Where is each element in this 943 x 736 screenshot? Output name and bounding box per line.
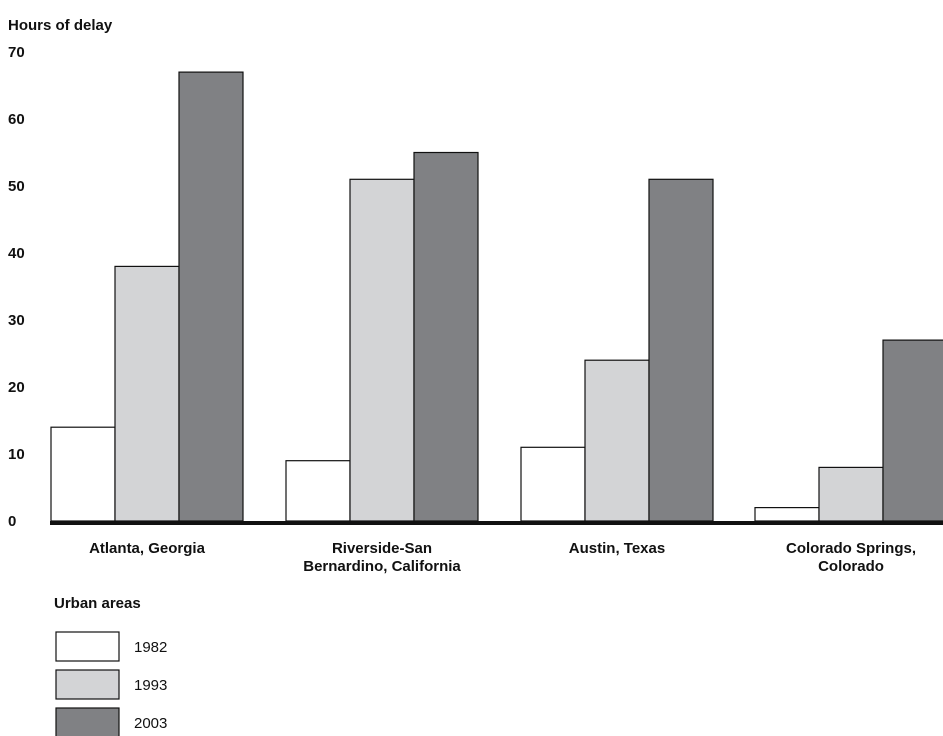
legend: 1982 1993 2003 xyxy=(55,631,167,736)
y-tick-label: 40 xyxy=(8,245,25,262)
bar-1993-0 xyxy=(114,265,180,522)
bar-1982-2 xyxy=(520,446,586,522)
category-label: Austin, Texas xyxy=(569,540,665,557)
y-tick-label: 30 xyxy=(8,312,25,329)
bar-1982-0 xyxy=(50,426,116,522)
x-axis-title: Urban areas xyxy=(54,595,141,612)
legend-swatch-2003 xyxy=(55,707,120,736)
bar-2003-0 xyxy=(178,71,244,522)
y-tick-label: 70 xyxy=(8,44,25,61)
bar-2003-3 xyxy=(882,339,943,522)
y-tick-label: 20 xyxy=(8,379,25,396)
y-axis-ticks: 0 10 20 30 40 50 60 70 xyxy=(8,44,25,530)
y-tick-label: 50 xyxy=(8,178,25,195)
category-label: Atlanta, Georgia xyxy=(89,540,206,557)
bar-2003-1 xyxy=(413,151,479,522)
legend-swatch-1993 xyxy=(55,669,120,700)
y-axis-title: Hours of delay xyxy=(8,17,113,34)
legend-label-1993: 1993 xyxy=(134,677,167,694)
category-label: Colorado Springs, Colorado xyxy=(786,540,916,575)
legend-swatch-1982 xyxy=(55,631,120,662)
bar-1982-1 xyxy=(285,460,351,522)
y-tick-label: 60 xyxy=(8,111,25,128)
legend-label-2003: 2003 xyxy=(134,715,167,732)
bar-2003-2 xyxy=(648,178,714,522)
category-label: Riverside-San Bernardino, California xyxy=(303,540,461,575)
bar-1993-1 xyxy=(349,178,415,522)
category-labels: Atlanta, Georgia Riverside-San Bernardino,… xyxy=(89,540,916,575)
y-tick-label: 10 xyxy=(8,446,25,463)
bar-1993-3 xyxy=(818,466,884,522)
bar-1993-2 xyxy=(584,359,650,522)
bar-1982-3 xyxy=(754,507,820,522)
legend-label-1982: 1982 xyxy=(134,639,167,656)
bars xyxy=(50,71,943,522)
y-tick-label: 0 xyxy=(8,513,16,530)
